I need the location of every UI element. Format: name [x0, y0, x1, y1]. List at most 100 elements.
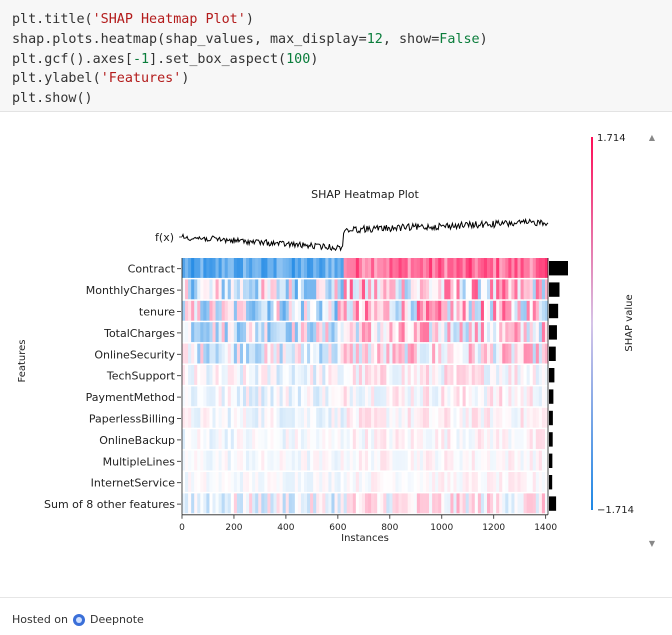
heatmap-cell — [496, 429, 500, 450]
heatmap-cell — [310, 343, 314, 364]
heatmap-cell — [328, 472, 332, 492]
heatmap-cell — [206, 365, 210, 385]
heatmap-cell — [355, 365, 360, 385]
heatmap-cell — [438, 322, 442, 343]
output-scrollbar[interactable]: ▲ ▼ — [645, 131, 659, 551]
heatmap-cell — [535, 472, 540, 492]
heatmap-cell — [203, 322, 207, 343]
heatmap-cell — [221, 407, 226, 428]
heatmap-cell — [252, 322, 256, 343]
heatmap-cell — [395, 386, 399, 407]
heatmap-cell — [203, 450, 207, 471]
heatmap-cell — [325, 386, 329, 407]
heatmap-cell — [215, 472, 219, 492]
heatmap-cell — [282, 472, 287, 492]
heatmap-cell — [450, 343, 454, 364]
heatmap-cell — [197, 279, 201, 300]
heatmap-cell — [334, 300, 338, 321]
heatmap-cell — [182, 450, 186, 471]
heatmap-cell — [255, 429, 259, 450]
code-text[interactable]: plt.title('SHAP Heatmap Plot') shap.plot… — [12, 12, 488, 107]
heatmap-cell — [468, 365, 473, 385]
heatmap-cell — [182, 258, 186, 278]
heatmap-cell — [304, 429, 308, 450]
heatmap-cell — [282, 407, 287, 428]
heatmap-cell — [249, 365, 253, 385]
heatmap-cell — [398, 322, 402, 343]
heatmap-cell — [182, 386, 186, 407]
heatmap-cell — [334, 450, 338, 471]
heatmap-cell — [395, 322, 399, 343]
heatmap-cell — [267, 279, 271, 300]
heatmap-cell — [224, 322, 229, 343]
heatmap-cell — [279, 472, 284, 492]
heatmap-cell — [252, 258, 256, 278]
heatmap-cell — [334, 407, 338, 428]
heatmap-cell — [200, 279, 204, 300]
heatmap-cell — [316, 472, 320, 492]
heatmap-cell — [471, 386, 476, 407]
heatmap-cell — [230, 386, 235, 407]
footer-hosted-on[interactable]: Hosted on Deepnote — [12, 613, 144, 626]
heatmap-cell — [264, 493, 268, 514]
heatmap-cell — [252, 429, 256, 450]
heatmap-cell — [419, 343, 424, 364]
heatmap-cell — [389, 343, 393, 364]
heatmap-cell — [493, 322, 497, 343]
heatmap-cell — [377, 279, 381, 300]
heatmap-cell — [246, 429, 250, 450]
heatmap-cell — [453, 322, 457, 343]
heatmap-cell — [200, 472, 204, 492]
chart-title: SHAP Heatmap Plot — [311, 188, 419, 201]
heatmap-cell — [450, 450, 454, 471]
heatmap-cell — [450, 386, 454, 407]
heatmap-cell — [468, 322, 473, 343]
heatmap-cell — [432, 450, 436, 471]
heatmap-cell — [252, 300, 256, 321]
code-cell[interactable]: plt.title('SHAP Heatmap Plot') shap.plot… — [0, 0, 672, 112]
heatmap-cell — [426, 386, 430, 407]
heatmap-cell — [471, 300, 476, 321]
heatmap-cell — [276, 386, 280, 407]
heatmap-cell — [291, 407, 296, 428]
scroll-down-icon[interactable]: ▼ — [648, 539, 656, 548]
heatmap-cell — [291, 429, 296, 450]
heatmap-cell — [261, 322, 265, 343]
scroll-up-icon[interactable]: ▲ — [648, 133, 656, 142]
heatmap-cell — [462, 365, 467, 385]
heatmap-cell — [361, 429, 366, 450]
heatmap-cell — [230, 258, 235, 278]
heatmap-cell — [383, 493, 387, 514]
heatmap-cell — [517, 472, 521, 492]
heatmap-cell — [398, 300, 402, 321]
heatmap-cell — [261, 472, 265, 492]
heatmap-cell — [517, 300, 521, 321]
heatmap-cell — [438, 472, 442, 492]
heatmap-cell — [288, 407, 293, 428]
heatmap-cell — [471, 258, 476, 278]
heatmap-cell — [474, 429, 479, 450]
heatmap-cell — [361, 450, 366, 471]
heatmap-cell — [194, 258, 198, 278]
heatmap-cell — [502, 429, 506, 450]
heatmap-cell — [432, 429, 436, 450]
heatmap-cell — [395, 279, 399, 300]
heatmap-cell — [447, 493, 451, 514]
heatmap-cell — [459, 343, 463, 364]
heatmap-cell — [304, 450, 308, 471]
heatmap-cell — [520, 386, 524, 407]
heatmap-cell — [502, 493, 506, 514]
heatmap-cell — [258, 407, 262, 428]
heatmap-cell — [197, 322, 201, 343]
heatmap-cell — [462, 450, 467, 471]
heatmap-cell — [328, 300, 332, 321]
heatmap-cell — [377, 300, 381, 321]
heatmap-cell — [200, 365, 204, 385]
heatmap-cell — [368, 343, 372, 364]
heatmap-cell — [508, 386, 512, 407]
heatmap-cell — [474, 300, 479, 321]
heatmap-cell — [246, 407, 250, 428]
heatmap-cell — [270, 322, 274, 343]
heatmap-cell — [197, 493, 201, 514]
heatmap-cell — [474, 258, 479, 278]
